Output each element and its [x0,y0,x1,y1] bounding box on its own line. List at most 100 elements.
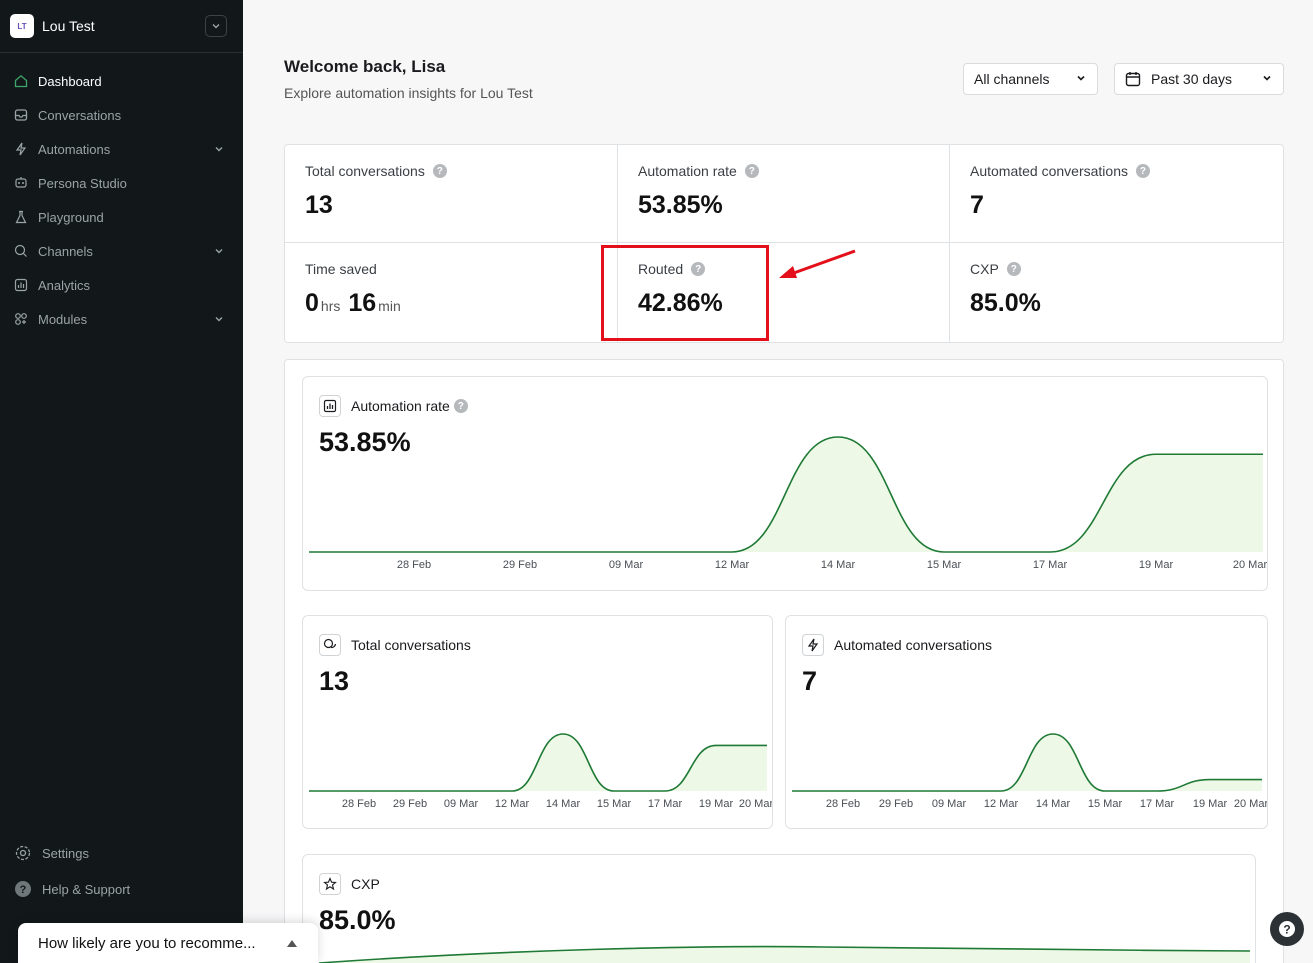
x-tick-label: 14 Mar [546,798,581,810]
sidebar-item-label: Channels [38,243,93,259]
x-tick-label: 20 Mar [1233,559,1268,571]
chart-card-total-conversations: 28 Feb 29 Feb 09 Mar 12 Mar 14 Mar 15 Mar 17 M… [302,615,773,829]
stat-label: Automation rate [638,163,737,179]
chart-icon [13,277,29,293]
x-tick-label: 15 Mar [1088,798,1123,810]
x-tick-label: 09 Mar [444,798,479,810]
help-icon[interactable]: ? [1006,262,1021,276]
chevron-down-icon[interactable] [213,245,225,257]
chevron-down-icon [1261,71,1273,87]
sidebar-item-label: Playground [38,209,104,225]
series-line [309,436,1263,553]
sidebar-item-modules[interactable]: Modules [0,302,243,336]
period-filter-select[interactable]: Past 30 days [1114,63,1284,95]
help-icon[interactable]: ? [432,164,447,178]
page-subtitle: Explore automation insights for Lou Test [284,85,533,101]
minutes-unit: min [378,298,401,314]
x-tick-label: 20 Mar [739,798,773,810]
sidebar-footer: Settings ? Help & Support [0,835,243,907]
help-icon[interactable]: ? [1135,164,1150,178]
sidebar-item-settings[interactable]: Settings [0,835,243,871]
help-icon[interactable]: ? [691,262,706,276]
chevron-down-icon[interactable] [205,15,227,37]
highlight-box [601,245,769,341]
x-tick-label: 28 Feb [826,798,860,810]
page-title: Welcome back, Lisa [284,57,446,76]
help-icon[interactable]: ? [453,399,468,413]
gear-icon [13,843,33,863]
x-tick-label: 14 Mar [1036,798,1071,810]
x-tick-label: 19 Mar [699,798,734,810]
home-icon [13,73,29,89]
help-icon[interactable]: ? [744,164,759,178]
x-tick-label: 15 Mar [927,559,962,571]
x-tick-label: 12 Mar [495,798,530,810]
x-tick-label: 14 Mar [821,559,856,571]
sidebar-item-label: Automations [38,141,111,157]
x-tick-label: 29 Feb [393,798,427,810]
card-value: 7 [802,666,818,696]
sidebar-item-help[interactable]: ? Help & Support [0,871,243,907]
x-tick-label: 17 Mar [1140,798,1175,810]
survey-prompt: How likely are you to recomme... [38,934,256,952]
stat-automation-rate: Automation rate? 53.85% [618,145,950,243]
sidebar-item-label: Persona Studio [38,175,127,191]
main-content: Welcome back, Lisa Explore automation in… [243,0,1313,963]
channel-filter-select[interactable]: All channels [963,63,1098,95]
stat-value: 13 [305,191,333,219]
stat-value: 7 [970,191,984,219]
sidebar: LT Lou Test Dashboard Conversations Auto… [0,0,243,963]
bar-chart-icon [319,395,341,417]
persona-icon [13,175,29,191]
chevron-down-icon[interactable] [213,143,225,155]
x-tick-label: 15 Mar [597,798,632,810]
workspace-name: Lou Test [42,18,95,34]
automated-conversations-chart: 28 Feb 29 Feb 09 Mar 12 Mar 14 Mar 15 Mar 17 M… [792,733,1267,810]
series-line [309,733,767,792]
stat-total-conversations: Total conversations? 13 [285,145,618,243]
sidebar-item-automations[interactable]: Automations [0,132,243,166]
cxp-line [318,945,1251,963]
flask-icon [13,209,29,225]
sidebar-item-label: Analytics [38,277,91,293]
sidebar-item-label: Conversations [38,107,122,123]
sidebar-item-dashboard[interactable]: Dashboard [0,64,243,98]
bolt-icon [13,141,29,157]
chart-card-automated-conversations: 28 Feb 29 Feb 09 Mar 12 Mar 14 Mar 15 Mar 17 M… [785,615,1268,829]
sidebar-item-persona-studio[interactable]: Persona Studio [0,166,243,200]
x-tick-label: 12 Mar [715,559,750,571]
x-tick-label: 29 Feb [879,798,913,810]
x-tick-label: 09 Mar [609,559,644,571]
caret-up-icon[interactable] [286,935,298,952]
stat-value: 0 hrs 16 min [305,289,597,318]
channel-filter-value: All channels [974,71,1050,87]
help-circle-icon: ? [13,879,33,899]
stat-time-saved: Time saved 0 hrs 16 min [285,243,618,342]
chart-card-cxp: CXP 85.0% [302,854,1256,963]
sidebar-item-playground[interactable]: Playground [0,200,243,234]
series-area [309,437,1263,552]
x-tick-label: 19 Mar [1139,559,1174,571]
sidebar-item-label: Modules [38,311,88,327]
modules-icon [13,311,29,327]
workspace-switcher[interactable]: LT Lou Test [0,0,243,53]
sidebar-item-channels[interactable]: Channels [0,234,243,268]
sidebar-item-conversations[interactable]: Conversations [0,98,243,132]
stats-grid: Total conversations? 13 Automation rate?… [284,144,1284,343]
x-tick-label: 09 Mar [932,798,967,810]
bolt-icon [802,634,824,656]
svg-text:?: ? [20,884,27,896]
stat-label: Routed [638,261,684,277]
chevron-down-icon[interactable] [213,313,225,325]
nps-survey-widget[interactable]: How likely are you to recomme... [18,923,318,963]
help-fab-button[interactable]: ? [1270,912,1304,946]
x-tick-label: 17 Mar [1033,559,1068,571]
x-tick-label: 29 Feb [503,559,537,571]
series-line [792,733,1262,792]
total-conversations-chart: 28 Feb 29 Feb 09 Mar 12 Mar 14 Mar 15 Mar 17 M… [309,733,773,810]
svg-text:?: ? [1283,923,1290,937]
stat-label: Automated conversations [970,163,1128,179]
x-tick-label: 28 Feb [342,798,376,810]
workspace-avatar: LT [10,14,34,38]
sidebar-item-analytics[interactable]: Analytics [0,268,243,302]
